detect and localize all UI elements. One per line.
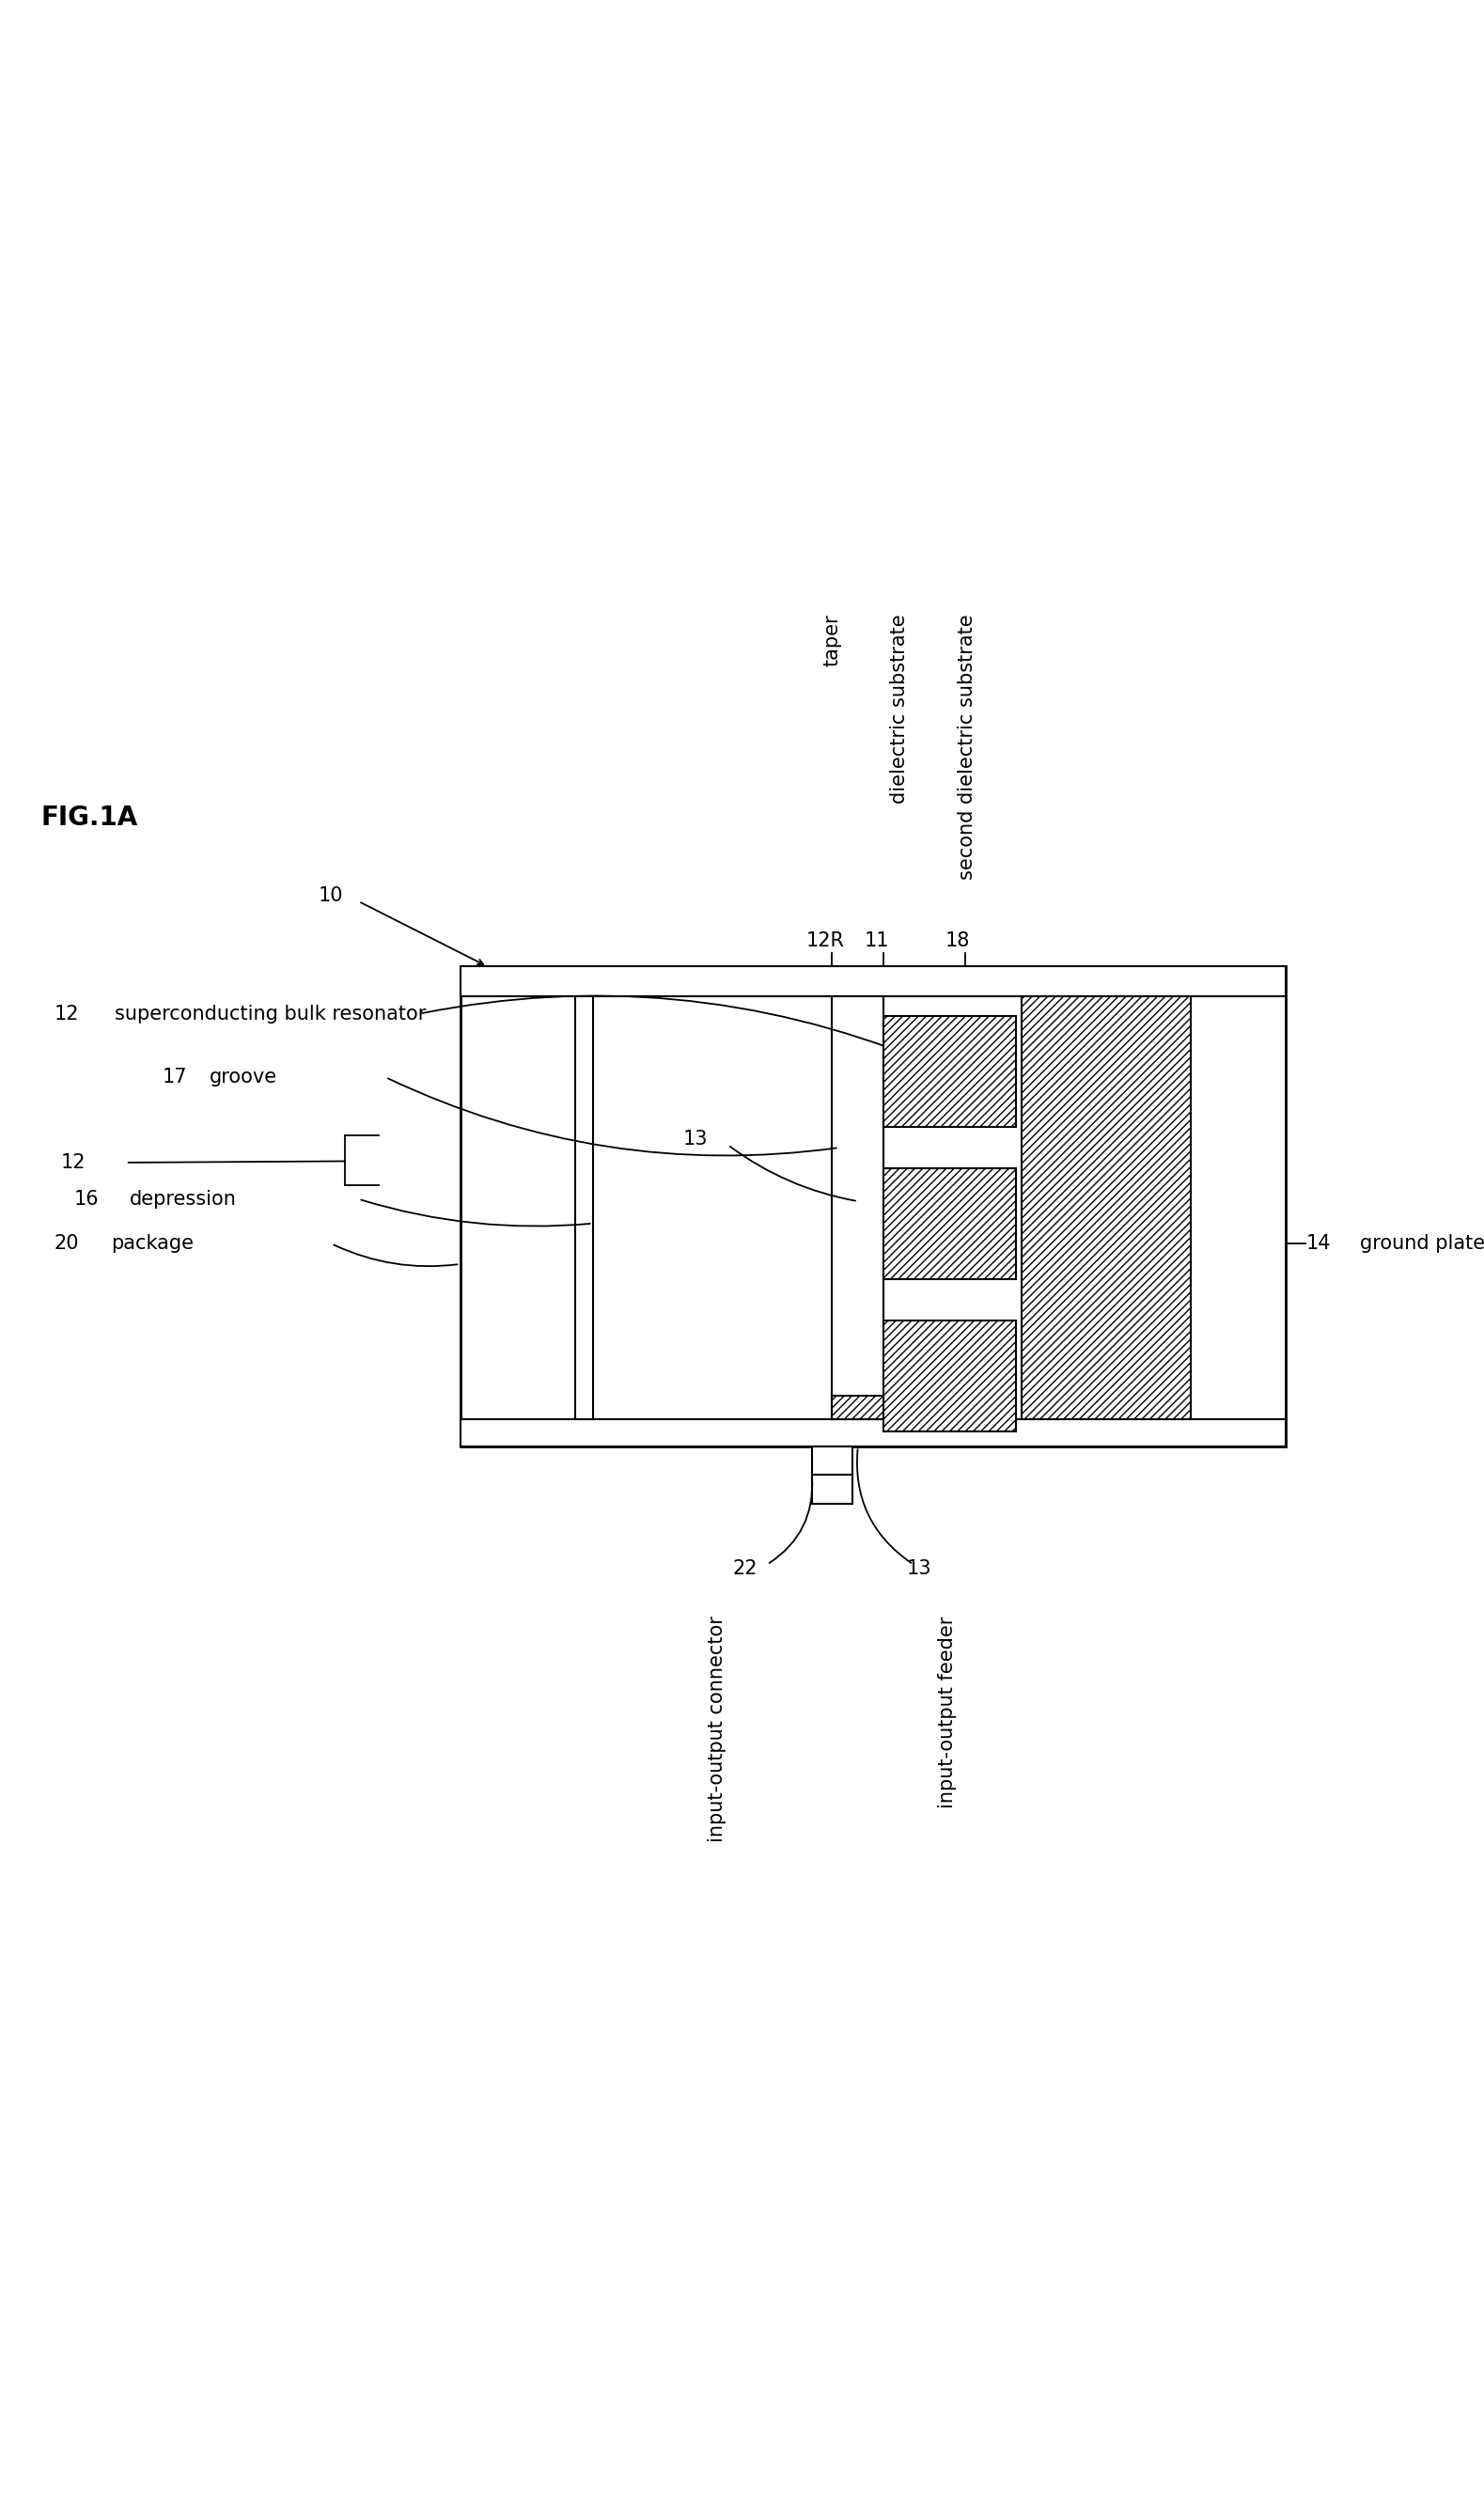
Text: second dielectric substrate: second dielectric substrate — [959, 615, 976, 880]
Text: FIG.1A: FIG.1A — [40, 805, 138, 830]
Bar — [460, 965, 1285, 1446]
Text: input-output connector: input-output connector — [708, 1616, 727, 1843]
Bar — [1021, 995, 1190, 1421]
Text: groove: groove — [209, 1068, 278, 1088]
Text: input-output feeder: input-output feeder — [938, 1616, 957, 1808]
Text: 18: 18 — [945, 930, 971, 950]
Text: 16: 16 — [74, 1190, 99, 1208]
Text: 20: 20 — [53, 1235, 79, 1253]
Text: superconducting bulk resonator: superconducting bulk resonator — [116, 1005, 426, 1023]
Text: ground plate: ground plate — [1359, 1235, 1484, 1253]
Text: 22: 22 — [733, 1558, 758, 1578]
Text: 17: 17 — [162, 1068, 187, 1088]
Bar — [460, 965, 1285, 995]
Bar — [576, 995, 592, 1421]
Bar — [883, 1321, 1017, 1433]
Bar — [833, 1396, 883, 1421]
Text: depression: depression — [131, 1190, 237, 1208]
Text: 13: 13 — [907, 1558, 932, 1578]
Text: 14: 14 — [1306, 1235, 1331, 1253]
Text: package: package — [111, 1235, 194, 1253]
Text: 12: 12 — [61, 1153, 86, 1173]
Text: dielectric substrate: dielectric substrate — [890, 615, 910, 803]
Bar — [883, 1015, 1017, 1128]
Text: taper: taper — [822, 615, 841, 668]
Bar — [812, 1446, 852, 1503]
Text: 10: 10 — [318, 885, 343, 905]
Text: 11: 11 — [864, 930, 889, 950]
Text: 12: 12 — [53, 1005, 79, 1023]
Bar — [460, 1421, 1285, 1446]
Bar — [883, 1168, 1017, 1278]
Bar — [833, 995, 883, 1421]
Text: 12R: 12R — [806, 930, 844, 950]
Text: 13: 13 — [683, 1130, 708, 1148]
